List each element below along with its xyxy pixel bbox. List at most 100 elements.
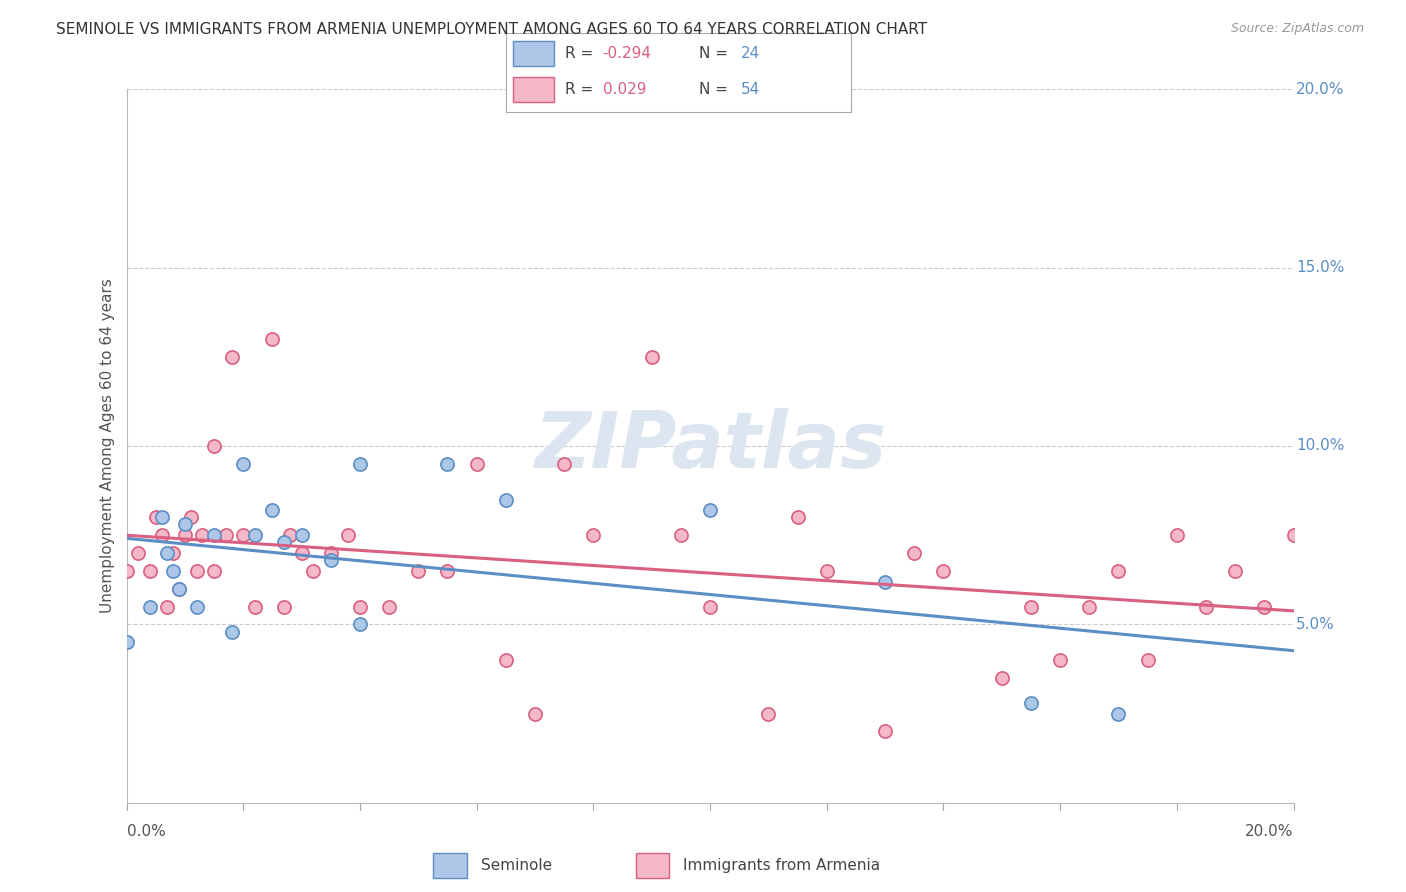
Point: [932, 564, 955, 578]
Point: [1019, 696, 1042, 710]
Point: [495, 653, 517, 667]
Y-axis label: Unemployment Among Ages 60 to 64 years: Unemployment Among Ages 60 to 64 years: [100, 278, 115, 614]
Point: [875, 574, 897, 589]
Text: 0.0%: 0.0%: [127, 824, 166, 839]
Point: [1223, 564, 1246, 578]
Point: [278, 528, 301, 542]
Point: [156, 599, 179, 614]
Point: [150, 528, 173, 542]
Text: 20.0%: 20.0%: [1296, 82, 1344, 96]
Text: 54: 54: [741, 82, 759, 97]
Point: [215, 528, 238, 542]
Point: [302, 564, 325, 578]
Point: [232, 457, 254, 471]
Point: [553, 457, 575, 471]
Text: 0.029: 0.029: [603, 82, 647, 97]
Point: [202, 564, 225, 578]
Point: [408, 564, 430, 578]
Text: N =: N =: [699, 82, 733, 97]
Point: [699, 599, 721, 614]
Text: ZIPatlas: ZIPatlas: [534, 408, 886, 484]
Text: SEMINOLE VS IMMIGRANTS FROM ARMENIA UNEMPLOYMENT AMONG AGES 60 TO 64 YEARS CORRE: SEMINOLE VS IMMIGRANTS FROM ARMENIA UNEM…: [56, 22, 928, 37]
Point: [1253, 599, 1275, 614]
Point: [221, 350, 243, 364]
Point: [232, 528, 254, 542]
Point: [262, 503, 284, 517]
Point: [139, 564, 162, 578]
Point: [669, 528, 692, 542]
Point: [1195, 599, 1218, 614]
Point: [436, 564, 458, 578]
Bar: [433, 853, 467, 878]
Point: [349, 617, 371, 632]
Text: 24: 24: [741, 45, 759, 61]
Point: [1166, 528, 1188, 542]
Point: [180, 510, 202, 524]
Point: [1136, 653, 1159, 667]
Point: [139, 599, 162, 614]
Point: [273, 535, 295, 549]
Point: [1282, 528, 1305, 542]
Point: [378, 599, 401, 614]
Point: [640, 350, 664, 364]
Point: [1108, 706, 1130, 721]
Point: [1019, 599, 1042, 614]
Point: [273, 599, 295, 614]
Point: [786, 510, 808, 524]
Text: R =: R =: [565, 45, 598, 61]
Point: [115, 564, 138, 578]
Point: [1049, 653, 1071, 667]
Point: [1108, 564, 1130, 578]
Point: [221, 624, 243, 639]
Point: [290, 546, 312, 560]
Point: [243, 599, 266, 614]
Point: [756, 706, 779, 721]
Point: [174, 528, 197, 542]
Point: [156, 546, 179, 560]
Bar: [636, 853, 669, 878]
Text: Seminole: Seminole: [481, 858, 553, 872]
Point: [167, 582, 190, 596]
Point: [115, 635, 138, 649]
Point: [202, 528, 225, 542]
Bar: [513, 41, 554, 66]
Point: [202, 439, 225, 453]
Point: [699, 503, 721, 517]
Point: [262, 332, 284, 346]
Point: [243, 528, 266, 542]
Point: [186, 564, 208, 578]
Point: [349, 457, 371, 471]
Point: [186, 599, 208, 614]
Text: Immigrants from Armenia: Immigrants from Armenia: [683, 858, 880, 872]
Point: [127, 546, 149, 560]
Point: [319, 553, 342, 567]
Text: 15.0%: 15.0%: [1296, 260, 1344, 275]
Point: [167, 582, 190, 596]
Point: [191, 528, 214, 542]
Point: [990, 671, 1012, 685]
Text: 5.0%: 5.0%: [1296, 617, 1334, 632]
Text: -0.294: -0.294: [603, 45, 651, 61]
Text: N =: N =: [699, 45, 733, 61]
Point: [162, 546, 184, 560]
Text: R =: R =: [565, 82, 598, 97]
Point: [290, 528, 312, 542]
Point: [495, 492, 517, 507]
Point: [465, 457, 488, 471]
Point: [349, 599, 371, 614]
Point: [1078, 599, 1101, 614]
Text: 10.0%: 10.0%: [1296, 439, 1344, 453]
Bar: [513, 77, 554, 102]
Point: [174, 517, 197, 532]
Text: Source: ZipAtlas.com: Source: ZipAtlas.com: [1230, 22, 1364, 36]
Point: [145, 510, 167, 524]
Point: [524, 706, 547, 721]
Text: 20.0%: 20.0%: [1246, 824, 1294, 839]
Point: [436, 457, 458, 471]
Point: [319, 546, 342, 560]
Point: [162, 564, 184, 578]
Point: [150, 510, 173, 524]
Point: [337, 528, 360, 542]
Point: [903, 546, 925, 560]
Point: [875, 724, 897, 739]
